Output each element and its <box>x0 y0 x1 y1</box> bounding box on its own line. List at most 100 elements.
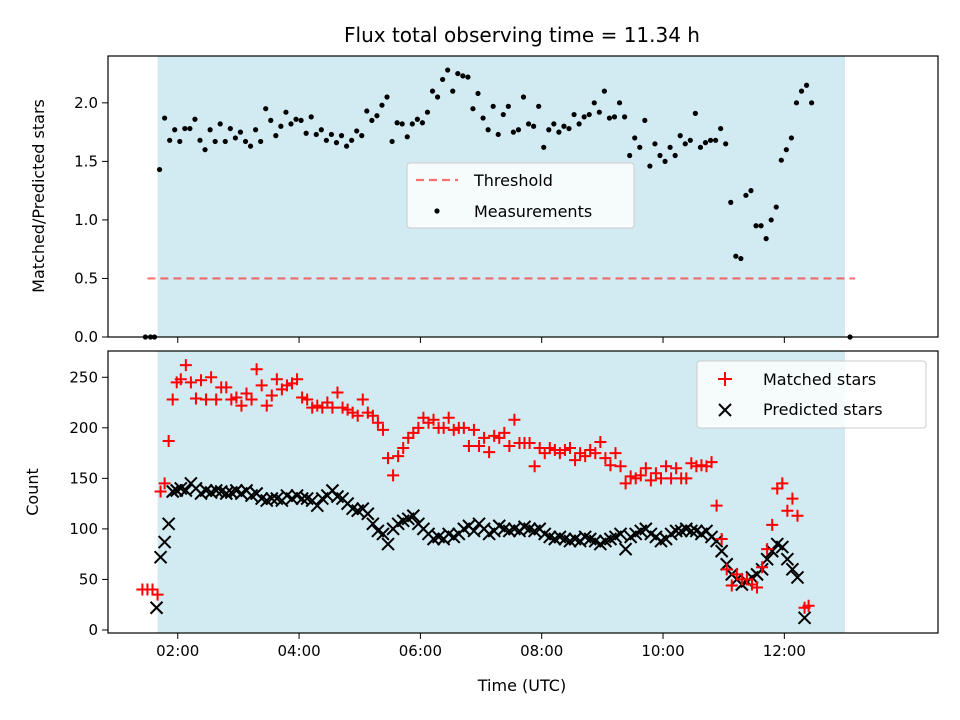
measurement-point <box>429 88 436 94</box>
measurement-point <box>480 115 486 121</box>
measurement-point <box>475 90 481 97</box>
matched-star-point <box>634 469 647 482</box>
measurement-point <box>389 138 395 145</box>
measurement-point <box>263 106 269 112</box>
measurement-point <box>520 94 527 100</box>
matched-star-point <box>366 409 379 422</box>
measurement-point <box>237 129 244 135</box>
count-panel-frame <box>107 350 939 634</box>
predicted-star-point <box>161 517 176 531</box>
measurement-point <box>637 144 643 150</box>
measurement-point <box>495 131 501 138</box>
ratio-panel: 0.00.51.01.52.0 Matched/Predicted stars … <box>29 55 939 346</box>
measurement-point <box>798 88 805 94</box>
matched-star-point <box>316 401 329 414</box>
matched-star-point <box>296 391 309 404</box>
measurement-point <box>384 94 390 100</box>
matched-star-point <box>220 381 233 394</box>
matched-star-point <box>478 431 491 444</box>
measurement-point <box>187 125 193 132</box>
matched-star-point <box>146 583 159 596</box>
measurement-point <box>702 140 709 146</box>
matched-star-point <box>473 440 486 453</box>
ratio-y-tick-label: 2.0 <box>74 94 98 112</box>
measurement-point <box>460 73 466 79</box>
matched-star-point <box>321 396 334 409</box>
ratio-y-tick-label: 1.0 <box>74 211 98 229</box>
measurement-point <box>217 121 223 127</box>
count-x-tick-label: 08:00 <box>520 642 563 660</box>
predicted-star-point <box>209 483 223 498</box>
measurement-point <box>561 123 567 129</box>
matched-star-point <box>442 411 455 424</box>
count-y-tick-label: 200 <box>69 419 98 437</box>
matched-star-point <box>771 482 784 495</box>
matched-star-point <box>382 452 395 465</box>
measurement-point <box>606 115 613 121</box>
measurement-point <box>323 137 329 143</box>
measurement-point <box>227 125 233 132</box>
measurement-point <box>677 133 683 139</box>
predicted-star-point <box>153 550 168 564</box>
measurement-point <box>753 223 759 229</box>
matched-star-point <box>766 518 779 531</box>
measurement-point <box>723 141 729 147</box>
matched-star-point <box>301 393 314 406</box>
matched-star-point <box>326 401 339 414</box>
matched-star-point <box>311 399 324 412</box>
measurement-point <box>182 125 188 132</box>
predicted-star-point <box>775 540 790 554</box>
measurement-point <box>409 121 415 127</box>
measurement-point <box>328 131 335 138</box>
matched-star-point <box>174 373 187 386</box>
matched-star-point <box>371 416 384 429</box>
measurement-point <box>192 116 198 122</box>
matched-star-point <box>761 543 774 556</box>
measurement-point <box>207 127 213 133</box>
matched-star-point <box>376 423 389 436</box>
predicted-star-point <box>684 524 699 538</box>
measurement-point <box>253 127 259 133</box>
measurement-point <box>258 138 264 145</box>
measurement-point <box>222 138 228 145</box>
predicted-star-point <box>406 509 421 523</box>
predicted-star-point <box>157 535 172 549</box>
measurement-point <box>581 114 587 120</box>
measurement-point <box>505 103 511 109</box>
matched-star-point <box>189 392 202 405</box>
measurement-point <box>768 217 774 223</box>
ratio-panel-frame <box>107 55 939 338</box>
count-y-axis-label: Count <box>23 468 42 516</box>
measurement-point <box>728 199 734 205</box>
predicted-star-point <box>179 483 193 498</box>
matched-star-point <box>467 423 480 436</box>
matched-star-point <box>680 472 693 485</box>
matched-star-point <box>397 442 410 455</box>
predicted-star-point <box>467 524 481 538</box>
matched-star-point <box>660 460 673 473</box>
matched-star-point <box>695 459 708 472</box>
measurement-point <box>773 204 779 210</box>
count-legend: Matched stars Predicted stars <box>696 360 927 429</box>
matched-star-point <box>483 446 496 459</box>
matched-star-point <box>245 393 258 406</box>
measurement-point <box>303 130 309 136</box>
measurement-point <box>707 137 714 143</box>
predicted-star-point <box>376 527 390 541</box>
matched-star-point <box>166 393 179 406</box>
measurement-point <box>748 188 754 194</box>
matched-star-point <box>462 440 475 453</box>
measurement-point <box>627 152 633 159</box>
matched-star-point <box>205 371 218 384</box>
matched-star-point <box>270 373 283 386</box>
matched-star-point <box>235 399 248 412</box>
measurement-point <box>687 137 693 143</box>
matched-star-point <box>291 373 304 386</box>
measurement-point <box>536 103 542 109</box>
predicted-star-point <box>790 570 805 585</box>
predicted-star-point <box>381 537 395 551</box>
measurement-point <box>177 138 183 145</box>
measurement-point <box>364 108 370 114</box>
measurement-point <box>733 253 739 259</box>
